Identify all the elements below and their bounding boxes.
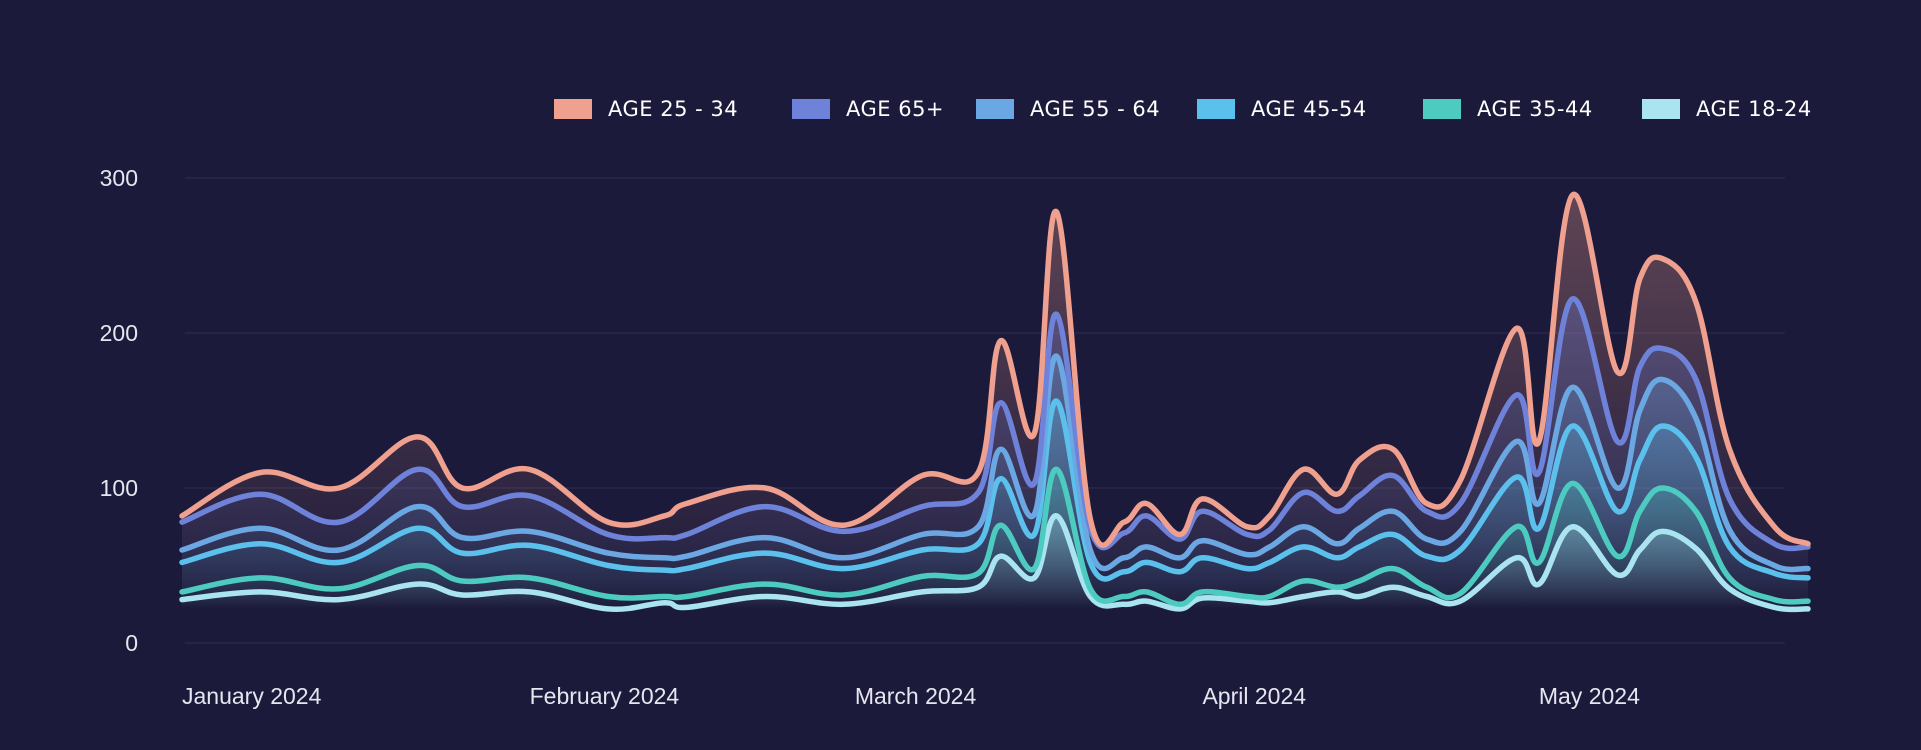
y-tick-label: 200 [100,320,138,346]
series-line [179,398,1811,582]
legend-label: AGE 55 - 64 [1030,97,1160,121]
legend-item: AGE 35-44 [1423,97,1593,121]
y-tick-label: 300 [100,165,138,191]
legend-item: AGE 45-54 [1197,97,1367,121]
series-line [179,513,1811,613]
legend-swatch [1642,99,1680,119]
legend-swatch [976,99,1014,119]
x-tick-label: March 2024 [855,683,977,709]
x-tick-label: May 2024 [1539,683,1640,709]
legend-swatch [554,99,592,119]
legend-swatch [1423,99,1461,119]
legend-label: AGE 45-54 [1251,97,1367,121]
legend-swatch [792,99,830,119]
legend-label: AGE 25 - 34 [608,97,738,121]
x-tick-label: January 2024 [182,683,322,709]
legend-item: AGE 55 - 64 [976,97,1160,121]
x-axis-ticks: January 2024 February 2024 March 2024 April… [182,683,1640,709]
y-tick-label: 100 [100,475,138,501]
y-axis-ticks: 0 100 200 300 [100,165,138,656]
series-area [182,401,1808,608]
legend-label: AGE 18-24 [1696,97,1812,121]
series-line [179,353,1811,573]
legend-label: AGE 65+ [846,97,944,121]
legend-label: AGE 35-44 [1477,97,1593,121]
legend-item: AGE 25 - 34 [554,97,738,121]
legend: AGE 25 - 34 AGE 65+ AGE 55 - 64 AGE 45-54 AG… [554,97,1812,121]
series-line [179,466,1811,608]
x-tick-label: April 2024 [1202,683,1306,709]
y-tick-label: 0 [125,630,138,656]
series-line [179,296,1811,552]
series-line [179,192,1811,549]
legend-item: AGE 18-24 [1642,97,1812,121]
legend-swatch [1197,99,1235,119]
series-lines [179,192,1811,613]
x-tick-label: February 2024 [530,683,680,709]
legend-item: AGE 65+ [792,97,944,121]
